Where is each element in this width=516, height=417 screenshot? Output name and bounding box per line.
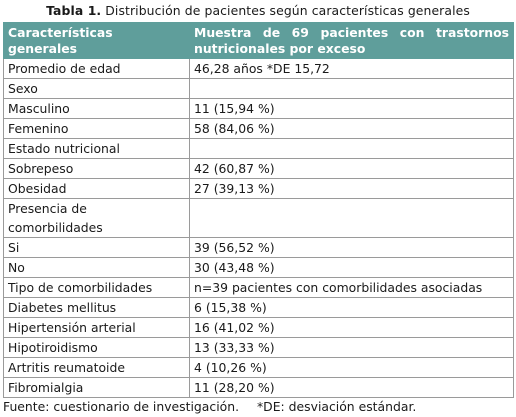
row-label: Si bbox=[3, 237, 190, 258]
table-row: Femenino 58 (84,06 %) bbox=[3, 118, 514, 139]
row-label: Promedio de edad bbox=[3, 58, 190, 79]
row-value: 11 (15,94 %) bbox=[189, 98, 514, 119]
row-value: 13 (33,33 %) bbox=[189, 337, 514, 358]
table-row: Fibromialgia 11 (28,20 %) bbox=[3, 377, 514, 398]
table-body: Promedio de edad 46,28 años *DE 15,72 Sexo… bbox=[3, 58, 514, 398]
row-value: 42 (60,87 %) bbox=[189, 158, 514, 179]
footnote-abbrev: *DE: desviación estándar. bbox=[256, 399, 417, 414]
row-label: Sobrepeso bbox=[3, 158, 190, 179]
table-row: Obesidad 27 (39,13 %) bbox=[3, 178, 514, 199]
table-row: Diabetes mellitus 6 (15,38 %) bbox=[3, 297, 514, 318]
caption-label: Tabla 1. bbox=[46, 3, 102, 18]
row-value: 11 (28,20 %) bbox=[189, 377, 514, 398]
table-row: Sobrepeso 42 (60,87 %) bbox=[3, 158, 514, 179]
patient-characteristics-table: Características generales Muestra de 69 … bbox=[3, 22, 514, 398]
table-row: Si 39 (56,52 %) bbox=[3, 237, 514, 258]
caption-text: Distribución de pacientes según caracter… bbox=[105, 3, 470, 18]
row-value bbox=[189, 138, 514, 159]
table-footnote: Fuente: cuestionario de investigación. *… bbox=[3, 398, 516, 415]
table-row: No 30 (43,48 %) bbox=[3, 257, 514, 278]
row-value: 30 (43,48 %) bbox=[189, 257, 514, 278]
row-value: n=39 pacientes con comorbilidades asocia… bbox=[189, 277, 514, 298]
row-value: 6 (15,38 %) bbox=[189, 297, 514, 318]
table-caption: Tabla 1. Distribución de pacientes según… bbox=[0, 0, 516, 22]
row-value: 46,28 años *DE 15,72 bbox=[189, 58, 514, 79]
table-row: Promedio de edad 46,28 años *DE 15,72 bbox=[3, 58, 514, 79]
header-characteristics: Características generales bbox=[3, 22, 190, 59]
table-row: Tipo de comorbilidades n=39 pacientes con… bbox=[3, 277, 514, 298]
row-value: 27 (39,13 %) bbox=[189, 178, 514, 199]
table-row: Masculino 11 (15,94 %) bbox=[3, 98, 514, 119]
table-row: Estado nutricional bbox=[3, 138, 514, 159]
row-value: 39 (56,52 %) bbox=[189, 237, 514, 258]
footnote-source: Fuente: cuestionario de investigación. bbox=[3, 399, 240, 414]
table-row: Sexo bbox=[3, 78, 514, 99]
table-row: Artritis reumatoide 4 (10,26 %) bbox=[3, 357, 514, 378]
row-label: Presencia de comorbilidades bbox=[3, 198, 190, 238]
row-label: Obesidad bbox=[3, 178, 190, 199]
row-label: Femenino bbox=[3, 118, 190, 139]
row-value: 58 (84,06 %) bbox=[189, 118, 514, 139]
row-label: Artritis reumatoide bbox=[3, 357, 190, 378]
row-label: Diabetes mellitus bbox=[3, 297, 190, 318]
row-label: Fibromialgia bbox=[3, 377, 190, 398]
row-label: No bbox=[3, 257, 190, 278]
table-row: Hipotiroidismo 13 (33,33 %) bbox=[3, 337, 514, 358]
table-header-row: Características generales Muestra de 69 … bbox=[3, 22, 514, 59]
row-value: 16 (41,02 %) bbox=[189, 317, 514, 338]
row-label: Hipotiroidismo bbox=[3, 337, 190, 358]
row-label: Tipo de comorbilidades bbox=[3, 277, 190, 298]
table-row: Presencia de comorbilidades bbox=[3, 198, 514, 238]
row-label: Estado nutricional bbox=[3, 138, 190, 159]
row-label: Hipertensión arterial bbox=[3, 317, 190, 338]
row-label: Sexo bbox=[3, 78, 190, 99]
row-value bbox=[189, 198, 514, 238]
row-value bbox=[189, 78, 514, 99]
row-value: 4 (10,26 %) bbox=[189, 357, 514, 378]
row-label: Masculino bbox=[3, 98, 190, 119]
header-sample: Muestra de 69 pacientes con trastornos n… bbox=[189, 22, 514, 59]
table-row: Hipertensión arterial 16 (41,02 %) bbox=[3, 317, 514, 338]
